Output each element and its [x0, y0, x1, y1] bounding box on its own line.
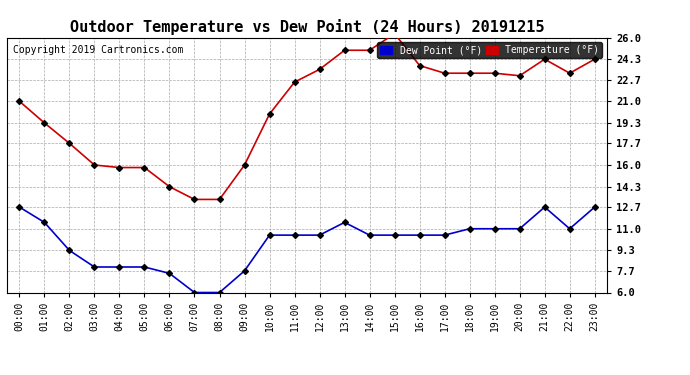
Text: Copyright 2019 Cartronics.com: Copyright 2019 Cartronics.com [13, 45, 184, 55]
Legend: Dew Point (°F), Temperature (°F): Dew Point (°F), Temperature (°F) [377, 42, 602, 58]
Title: Outdoor Temperature vs Dew Point (24 Hours) 20191215: Outdoor Temperature vs Dew Point (24 Hou… [70, 19, 544, 35]
